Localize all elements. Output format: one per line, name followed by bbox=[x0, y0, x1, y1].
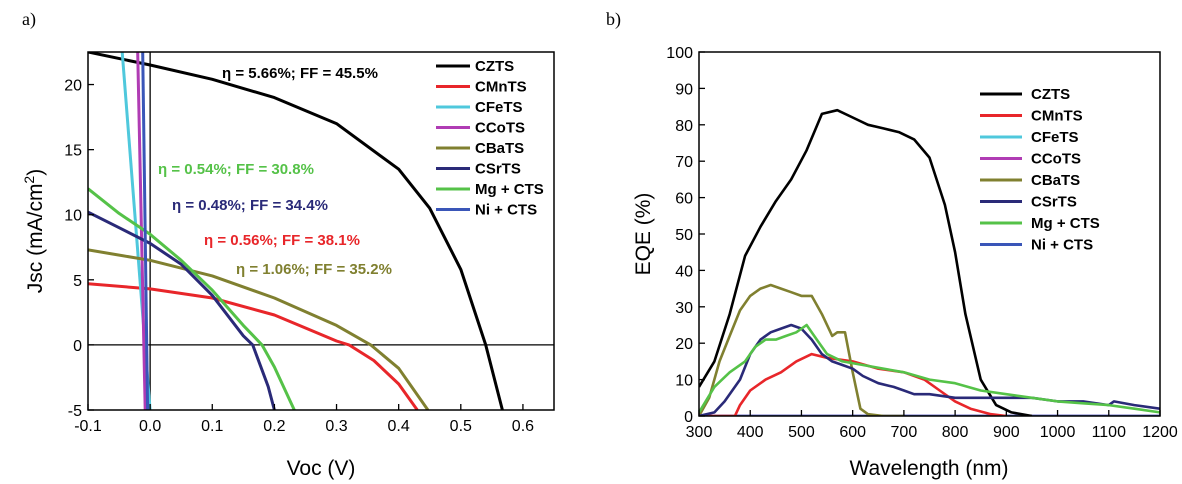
panel-a-legend-label-czts: CZTS bbox=[475, 58, 514, 75]
panel-b-y-tick-label: 80 bbox=[675, 118, 693, 135]
panel-b-x-tick-label: 1000 bbox=[1040, 424, 1076, 441]
panel-a-x-tick-label: 0.4 bbox=[388, 418, 410, 435]
panel-a-series-csrts bbox=[88, 210, 276, 410]
panel-a-annotation: η = 0.56%; FF = 38.1% bbox=[204, 232, 360, 249]
panel-b-y-axis-label: EQE (%) bbox=[632, 193, 655, 276]
panel-b-series-mg-cts bbox=[699, 323, 1160, 414]
panel-b-x-tick-label: 600 bbox=[839, 424, 866, 441]
panel-b-y-tick-label: 70 bbox=[675, 154, 693, 171]
panel-a-y-tick-label: 20 bbox=[64, 78, 82, 95]
panel-b-y-tick-label: 50 bbox=[675, 227, 693, 244]
panel-b-label: b) bbox=[606, 9, 621, 30]
panel-a-legend-label-cfets: CFeTS bbox=[475, 99, 523, 116]
panel-b-series-czts bbox=[699, 108, 1033, 416]
panel-a-x-axis-label: Voc (V) bbox=[287, 457, 356, 480]
panel-a-label: a) bbox=[22, 9, 36, 30]
panel-a-x-tick-label: 0.5 bbox=[450, 418, 472, 435]
panel-b-x-tick-label: 800 bbox=[942, 424, 969, 441]
panel-b-y-tick-label: 0 bbox=[684, 409, 693, 426]
panel-a-x-tick-label: 0.2 bbox=[263, 418, 285, 435]
panel-a-legend-label-mg-cts: Mg + CTS bbox=[475, 181, 544, 198]
panel-a-y-tick-label: -5 bbox=[68, 403, 82, 420]
panel-a-annotation: η = 0.54%; FF = 30.8% bbox=[158, 161, 314, 178]
panel-b-x-tick-label: 400 bbox=[737, 424, 764, 441]
panel-b-x-tick-label: 900 bbox=[993, 424, 1020, 441]
panel-a-y-tick-label: 10 bbox=[64, 208, 82, 225]
panel-b-x-tick-label: 1100 bbox=[1092, 424, 1127, 441]
panel-a-annotation: η = 5.66%; FF = 45.5% bbox=[222, 65, 378, 82]
panel-b-y-tick-label: 60 bbox=[675, 191, 693, 208]
panel-a-y-tick-label: 0 bbox=[73, 338, 82, 355]
panel-b-legend-label-csrts: CSrTS bbox=[1031, 194, 1077, 211]
panel-b: b) 300 400 500 600 700 800 900 1000 1100 1200 0 10… bbox=[606, 9, 1178, 480]
panel-a-y-axis-label: Jsc (mA/cm2) bbox=[21, 169, 47, 293]
panel-b-legend-label-cbats: CBaTS bbox=[1031, 172, 1080, 189]
panel-a-legend-label-cmnts: CMnTS bbox=[475, 79, 527, 96]
panel-a-series-cmnts bbox=[88, 282, 419, 410]
panel-a-x-tick-label: 0.1 bbox=[201, 418, 223, 435]
panel-a: a) -0.1 0.0 0.1 0.2 0.3 0.4 0.5 0.6 -505101520 … bbox=[21, 9, 555, 480]
panel-a-x-tick-label: 0.0 bbox=[139, 418, 161, 435]
panel-a-x-tick-label: 0.3 bbox=[325, 418, 347, 435]
panel-a-series-mg-cts bbox=[88, 187, 296, 410]
panel-a-plot-frame bbox=[87, 51, 555, 411]
panel-a-series-czts bbox=[88, 52, 504, 410]
panel-b-y-tick-label: 90 bbox=[675, 81, 693, 98]
panel-b-legend: CZTS CMnTS CFeTS CCoTS CBaTS CSrTS Mg + CTS Ni … bbox=[980, 86, 1100, 254]
panel-a-legend: CZTS CMnTS CFeTS CCoTS CBaTS CSrTS Mg + CTS Ni … bbox=[436, 58, 544, 219]
panel-a-series-ni-cts bbox=[141, 52, 150, 410]
panel-b-legend-label-czts: CZTS bbox=[1031, 86, 1070, 103]
panel-b-y-tick-label: 10 bbox=[675, 373, 693, 390]
panel-b-x-tick-label: 700 bbox=[891, 424, 918, 441]
panel-a-legend-label-ccots: CCoTS bbox=[475, 120, 525, 137]
panel-a-annotations: η = 5.66%; FF = 45.5% η = 0.54%; FF = 30.… bbox=[158, 65, 392, 278]
panel-b-legend-label-mg-cts: Mg + CTS bbox=[1031, 215, 1100, 232]
panel-a-x-tick-label: -0.1 bbox=[74, 418, 102, 435]
panel-b-legend-label-cmnts: CMnTS bbox=[1031, 108, 1083, 125]
panel-a-legend-label-cbats: CBaTS bbox=[475, 140, 524, 157]
panel-a-annotation: η = 1.06%; FF = 35.2% bbox=[236, 261, 392, 278]
panel-a-legend-label-csrts: CSrTS bbox=[475, 161, 521, 178]
panel-a-series-cbats bbox=[88, 248, 430, 410]
panel-b-y-tick-label: 20 bbox=[675, 336, 693, 353]
panel-b-y-tick-label: 30 bbox=[675, 300, 693, 317]
panel-b-x-tick-label: 1200 bbox=[1142, 424, 1178, 441]
panel-b-y-tick-label: 40 bbox=[675, 263, 693, 280]
panel-b-legend-label-ni-cts: Ni + CTS bbox=[1031, 237, 1093, 254]
panel-b-plot-frame bbox=[698, 51, 1161, 417]
panel-b-series-cbats bbox=[699, 283, 904, 416]
panel-b-x-tick-label: 500 bbox=[788, 424, 815, 441]
panel-a-x-tick-label: 0.6 bbox=[512, 418, 534, 435]
panel-b-y-tick-label: 100 bbox=[666, 45, 693, 62]
panel-a-y-tick-label: 15 bbox=[64, 143, 82, 160]
panel-b-legend-label-ccots: CCoTS bbox=[1031, 151, 1081, 168]
panel-b-legend-label-cfets: CFeTS bbox=[1031, 129, 1079, 146]
panel-b-x-tick-label: 300 bbox=[686, 424, 713, 441]
panel-a-y-tick-label: 5 bbox=[73, 273, 82, 290]
panel-a-annotation: η = 0.48%; FF = 34.4% bbox=[172, 197, 328, 214]
panel-a-legend-label-ni-cts: Ni + CTS bbox=[475, 202, 537, 219]
panel-b-x-axis-label: Wavelength (nm) bbox=[849, 457, 1008, 480]
panel-a-series-ccots bbox=[136, 52, 147, 410]
